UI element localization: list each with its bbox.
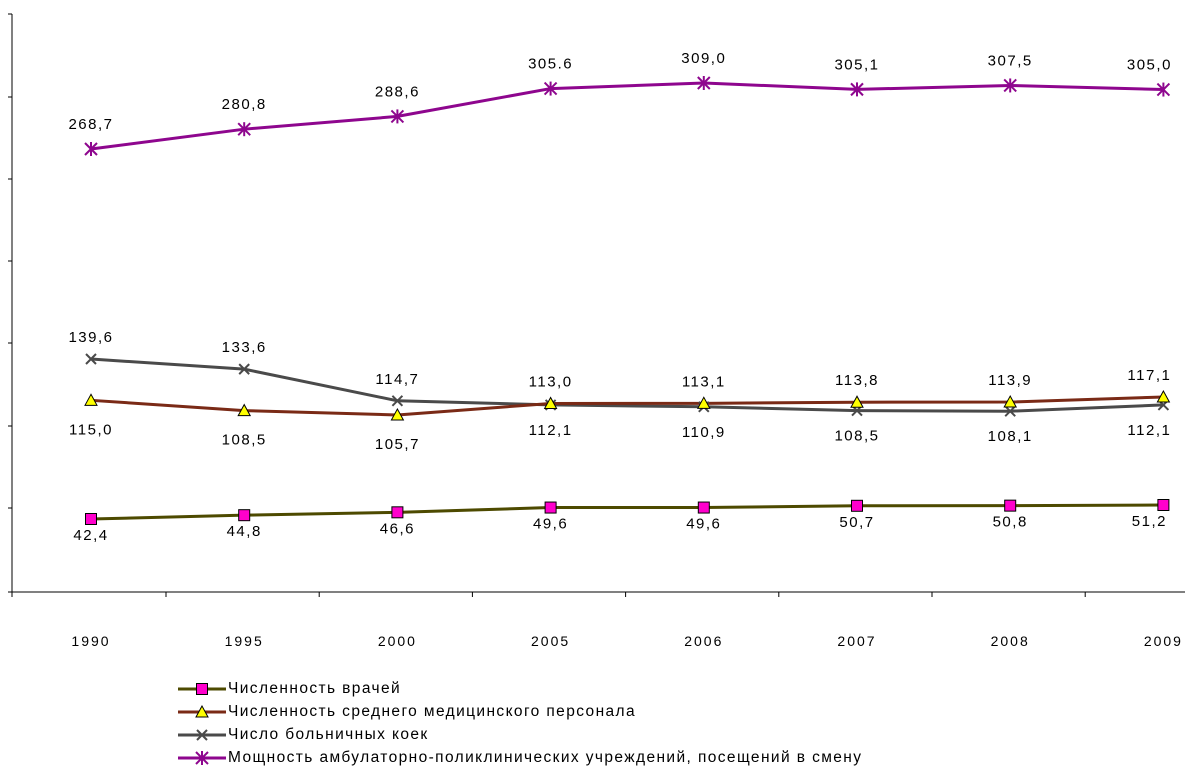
data-label-outpatient-capacity: 268,7	[68, 116, 113, 133]
x-tick-label: 2000	[378, 633, 417, 649]
legend-swatch-star-marker	[178, 750, 226, 765]
data-label-doctors: 50,7	[839, 514, 874, 531]
legend-marker	[195, 704, 209, 717]
data-label-nurses: 117,1	[1127, 367, 1171, 384]
legend-marker	[196, 682, 208, 695]
data-label-doctors: 44,8	[227, 523, 262, 540]
data-label-nurses: 113,8	[835, 372, 879, 389]
data-point-nurses	[543, 396, 558, 409]
data-label-doctors: 50,8	[993, 514, 1028, 531]
legend-swatch-square-marker	[178, 682, 226, 695]
data-label-doctors: 49,6	[686, 516, 721, 533]
data-point-outpatient-capacity	[850, 82, 864, 97]
data-point-outpatient-capacity	[697, 76, 711, 90]
data-point-doctors	[1004, 499, 1017, 512]
data-point-doctors	[85, 513, 97, 525]
x-tick-label: 2009	[1144, 633, 1183, 649]
data-label-outpatient-capacity: 305.6	[528, 56, 573, 73]
data-label-outpatient-capacity: 288,6	[375, 83, 420, 100]
data-point-outpatient-capacity	[390, 109, 405, 124]
data-label-nurses: 108,5	[222, 432, 267, 449]
legend-item-hospital-beds: Число больничных коек	[176, 723, 862, 746]
legend-item-nurses: Численность среднего медицинского персон…	[176, 700, 862, 723]
data-label-nurses: 113,0	[529, 373, 573, 390]
series-line-doctors	[90, 503, 1164, 521]
data-label-hospital-beds: 110,9	[682, 424, 726, 441]
data-point-doctors	[697, 501, 710, 514]
data-label-nurses: 115,0	[69, 421, 113, 438]
data-point-nurses	[390, 407, 405, 421]
data-point-doctors	[544, 501, 557, 514]
data-label-doctors: 51,2	[1132, 513, 1167, 530]
data-label-nurses: 113,9	[988, 372, 1032, 389]
chart-markers	[84, 76, 1171, 525]
data-point-outpatient-capacity	[1156, 82, 1171, 97]
data-point-hospital-beds	[391, 395, 404, 407]
data-label-hospital-beds: 114,7	[375, 371, 419, 388]
data-label-hospital-beds: 133,6	[222, 339, 267, 356]
x-tick-label: 2006	[684, 633, 723, 649]
data-point-hospital-beds	[238, 363, 250, 375]
legend-swatch-x-marker	[178, 728, 226, 741]
data-label-hospital-beds: 139,6	[68, 329, 113, 346]
legend-item-doctors: Численность врачей	[176, 677, 862, 700]
data-label-nurses: 113,1	[682, 373, 726, 390]
data-point-hospital-beds	[1004, 405, 1016, 417]
data-label-outpatient-capacity: 307,5	[988, 52, 1033, 69]
chart-axes	[8, 13, 1185, 597]
data-point-nurses	[84, 393, 98, 406]
data-point-doctors	[851, 499, 863, 512]
chart-data-labels: 42,4 44,8 46,6 49,6 49,6 50,7 50,8 51,2 115,0 108…	[68, 50, 1172, 544]
data-label-hospital-beds: 112,1	[1127, 422, 1171, 439]
series-line-nurses	[90, 395, 1164, 417]
data-label-outpatient-capacity: 309,0	[681, 50, 726, 67]
data-label-hospital-beds: 108,5	[834, 428, 879, 445]
data-point-hospital-beds	[85, 353, 97, 365]
data-point-nurses	[237, 403, 252, 417]
data-point-outpatient-capacity	[543, 81, 558, 96]
data-label-outpatient-capacity: 280,8	[222, 96, 267, 113]
data-point-doctors	[391, 506, 404, 519]
data-label-doctors: 49,6	[533, 516, 568, 533]
x-tick-label: 1995	[225, 633, 264, 649]
data-point-outpatient-capacity	[84, 142, 98, 156]
legend-item-outpatient-capacity: Мощность амбулаторно-поликлинических учр…	[176, 746, 862, 769]
legend-label: Мощность амбулаторно-поликлинических учр…	[228, 748, 863, 766]
data-label-outpatient-capacity: 305,1	[834, 56, 879, 73]
legend-marker	[195, 750, 209, 765]
legend-swatch-triangle-marker	[178, 704, 226, 717]
data-point-nurses	[850, 395, 864, 408]
data-label-hospital-beds: 108,1	[988, 428, 1033, 445]
x-axis-tick-labels: 1990 1995 2000 2005 2006 2007 2008 2009	[71, 633, 1183, 649]
x-tick-label: 2008	[991, 633, 1030, 649]
data-point-outpatient-capacity	[237, 122, 251, 137]
data-label-doctors: 42,4	[73, 527, 108, 544]
legend-label: Численность среднего медицинского персон…	[228, 702, 637, 720]
data-point-doctors	[1157, 499, 1170, 511]
legend-marker	[196, 728, 208, 741]
data-point-nurses	[696, 396, 711, 409]
x-tick-label: 2005	[531, 633, 570, 649]
data-label-hospital-beds: 112,1	[529, 422, 573, 439]
x-tick-label: 1990	[71, 633, 110, 649]
data-label-outpatient-capacity: 305,0	[1127, 57, 1172, 74]
series-line-outpatient-capacity	[90, 81, 1164, 151]
legend-label: Численность врачей	[228, 679, 402, 697]
data-point-nurses	[1003, 395, 1018, 408]
x-tick-label: 2007	[837, 633, 876, 649]
data-label-doctors: 46,6	[380, 520, 415, 537]
chart-legend: Численность врачей Численность среднего …	[176, 677, 862, 769]
legend-label: Число больничных коек	[228, 725, 429, 743]
data-point-outpatient-capacity	[1003, 78, 1017, 93]
data-point-nurses	[1156, 389, 1171, 403]
data-point-doctors	[238, 509, 251, 522]
chart-series-lines	[90, 81, 1164, 521]
data-label-nurses: 105,7	[375, 436, 420, 453]
series-line-hospital-beds	[90, 357, 1164, 413]
